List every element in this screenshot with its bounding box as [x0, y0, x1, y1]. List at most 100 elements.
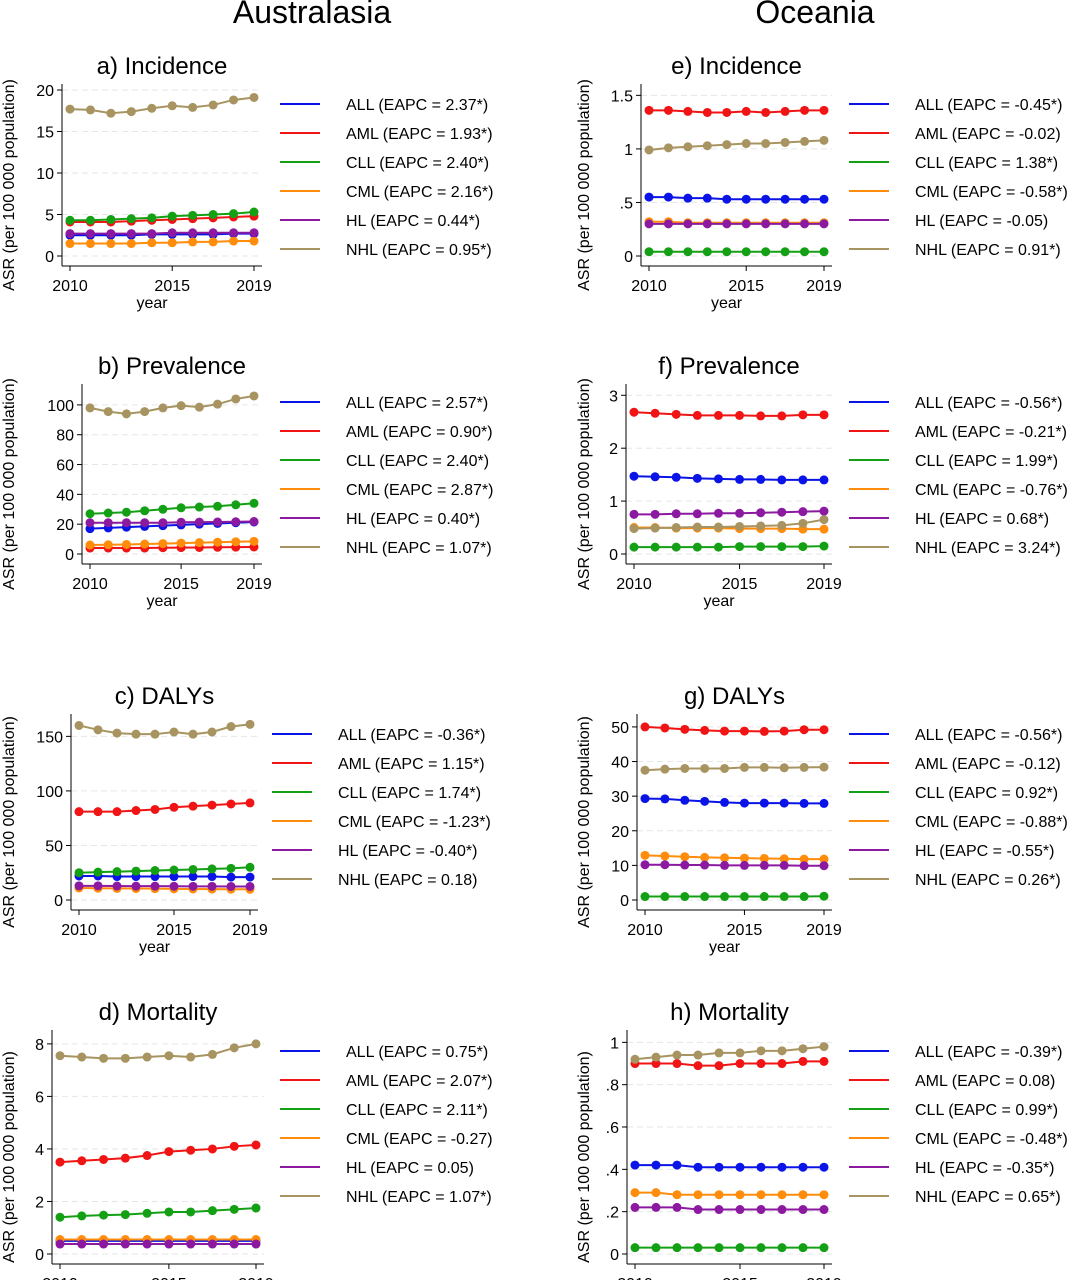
legend-entry-nhl: NHL (EAPC = 1.07*) — [346, 1189, 492, 1206]
data-point-aml — [741, 106, 751, 116]
data-point-cll — [630, 1243, 640, 1253]
data-point-nhl — [819, 762, 829, 772]
data-point-nhl — [777, 1046, 787, 1056]
data-point-aml — [779, 726, 789, 736]
data-point-aml — [761, 107, 771, 117]
chart-panel-5: e) Incidence 0 .5 1 1.5 2010 2015 2019 year ASR (… — [576, 53, 1068, 312]
data-point-aml — [756, 411, 766, 421]
data-point-aml — [150, 804, 160, 814]
data-point-cll — [158, 504, 168, 514]
data-point-cml — [640, 850, 650, 860]
chart-panel-2: b) Prevalence 0 20 40 60 80 100 2010 2015 2019 yea… — [1, 353, 493, 610]
data-point-cll — [651, 1243, 661, 1253]
data-point-nhl — [99, 1053, 109, 1063]
data-point-cml — [700, 852, 710, 862]
data-point-hl — [158, 518, 168, 528]
data-point-cll — [169, 865, 179, 875]
legend-entry-cml: CML (EAPC = -0.58*) — [915, 184, 1068, 201]
data-point-hl — [819, 506, 829, 516]
data-point-cml — [85, 540, 95, 550]
legend-entry-all: ALL (EAPC = 0.75*) — [346, 1044, 488, 1061]
y-tick-label: 0 — [609, 547, 618, 564]
data-point-hl — [756, 1205, 766, 1215]
data-point-hl — [683, 219, 693, 229]
series-line-hl — [635, 1206, 824, 1211]
data-point-aml — [756, 1059, 766, 1069]
data-point-all — [651, 1160, 661, 1170]
data-point-nhl — [756, 521, 766, 531]
legend-entry-all: ALL (EAPC = -0.45*) — [915, 97, 1062, 114]
data-point-cml — [693, 1190, 703, 1200]
y-tick-label: 0 — [35, 1247, 44, 1264]
data-point-hl — [798, 1205, 808, 1215]
x-tick-label: 2010 — [616, 576, 652, 593]
data-point-cml — [126, 239, 136, 249]
data-point-hl — [761, 219, 771, 229]
data-point-nhl — [251, 1039, 261, 1049]
y-tick-label: 1.5 — [611, 88, 633, 105]
data-point-hl — [186, 1239, 196, 1249]
data-point-nhl — [777, 520, 787, 530]
chart-panel-3: c) DALYs 0 50 100 150 2010 2015 2019 year ASR (pe… — [1, 683, 491, 956]
data-point-cml — [194, 538, 204, 548]
data-point-hl — [106, 229, 116, 239]
data-point-hl — [640, 860, 650, 870]
data-point-hl — [756, 508, 766, 518]
y-tick-label: .8 — [606, 1078, 619, 1095]
data-point-hl — [194, 517, 204, 527]
data-point-cll — [77, 1211, 87, 1221]
data-point-cll — [671, 542, 681, 552]
data-point-hl — [660, 860, 670, 870]
chart-title: e) Incidence — [671, 53, 802, 80]
y-axis-label: ASR (per 100 000 population) — [1, 716, 18, 928]
data-point-cll — [249, 207, 259, 217]
legend-entry-cll: CLL (EAPC = 1.74*) — [338, 785, 481, 802]
legend-entry-cll: CLL (EAPC = 2.11*) — [346, 1102, 488, 1119]
data-point-nhl — [663, 143, 673, 153]
data-point-aml — [780, 106, 790, 116]
y-tick-label: 6 — [35, 1089, 44, 1106]
data-point-all — [756, 1162, 766, 1172]
series-line-aml — [59, 1144, 257, 1164]
data-point-nhl — [700, 763, 710, 773]
legend-entry-hl: HL (EAPC = -0.05) — [915, 213, 1048, 230]
data-point-hl — [630, 1202, 640, 1212]
data-point-cll — [226, 863, 236, 873]
data-point-hl — [131, 881, 141, 891]
legend-entry-all: ALL (EAPC = -0.39*) — [915, 1044, 1062, 1061]
data-point-all — [735, 474, 745, 484]
data-point-nhl — [739, 762, 749, 772]
series-line-aml — [90, 545, 255, 550]
data-point-nhl — [188, 729, 198, 739]
x-tick-label: 2010 — [42, 1276, 78, 1280]
legend-entry-hl: HL (EAPC = 0.44*) — [346, 213, 480, 230]
data-point-all — [671, 472, 681, 482]
data-point-nhl — [207, 727, 217, 737]
data-point-aml — [660, 723, 670, 733]
data-point-cll — [213, 501, 223, 511]
y-tick-label: .6 — [606, 1120, 619, 1137]
data-point-aml — [77, 1156, 87, 1166]
x-axis-label: year — [711, 295, 743, 312]
x-axis-label: year — [703, 593, 735, 610]
data-point-all — [663, 192, 673, 202]
y-axis-label: ASR (per 100 000 population) — [576, 79, 593, 291]
x-tick-label: 2019 — [232, 922, 268, 939]
data-point-nhl — [819, 135, 829, 145]
data-point-cll — [663, 247, 673, 257]
x-axis-label: year — [146, 593, 178, 610]
legend-entry-all: ALL (EAPC = 2.57*) — [346, 395, 488, 412]
data-point-nhl — [759, 762, 769, 772]
y-axis-label: ASR (per 100 000 population) — [576, 1051, 593, 1263]
legend-entry-all: ALL (EAPC = -0.56*) — [915, 395, 1062, 412]
data-point-all — [683, 193, 693, 203]
data-point-all — [188, 872, 198, 882]
data-point-cll — [819, 891, 829, 901]
data-point-hl — [99, 1239, 109, 1249]
data-point-aml — [207, 1144, 217, 1154]
data-point-aml — [759, 726, 769, 736]
y-tick-label: 1 — [610, 1035, 619, 1052]
data-point-cml — [660, 851, 670, 861]
y-tick-label: 80 — [56, 428, 74, 445]
data-point-all — [629, 471, 639, 481]
